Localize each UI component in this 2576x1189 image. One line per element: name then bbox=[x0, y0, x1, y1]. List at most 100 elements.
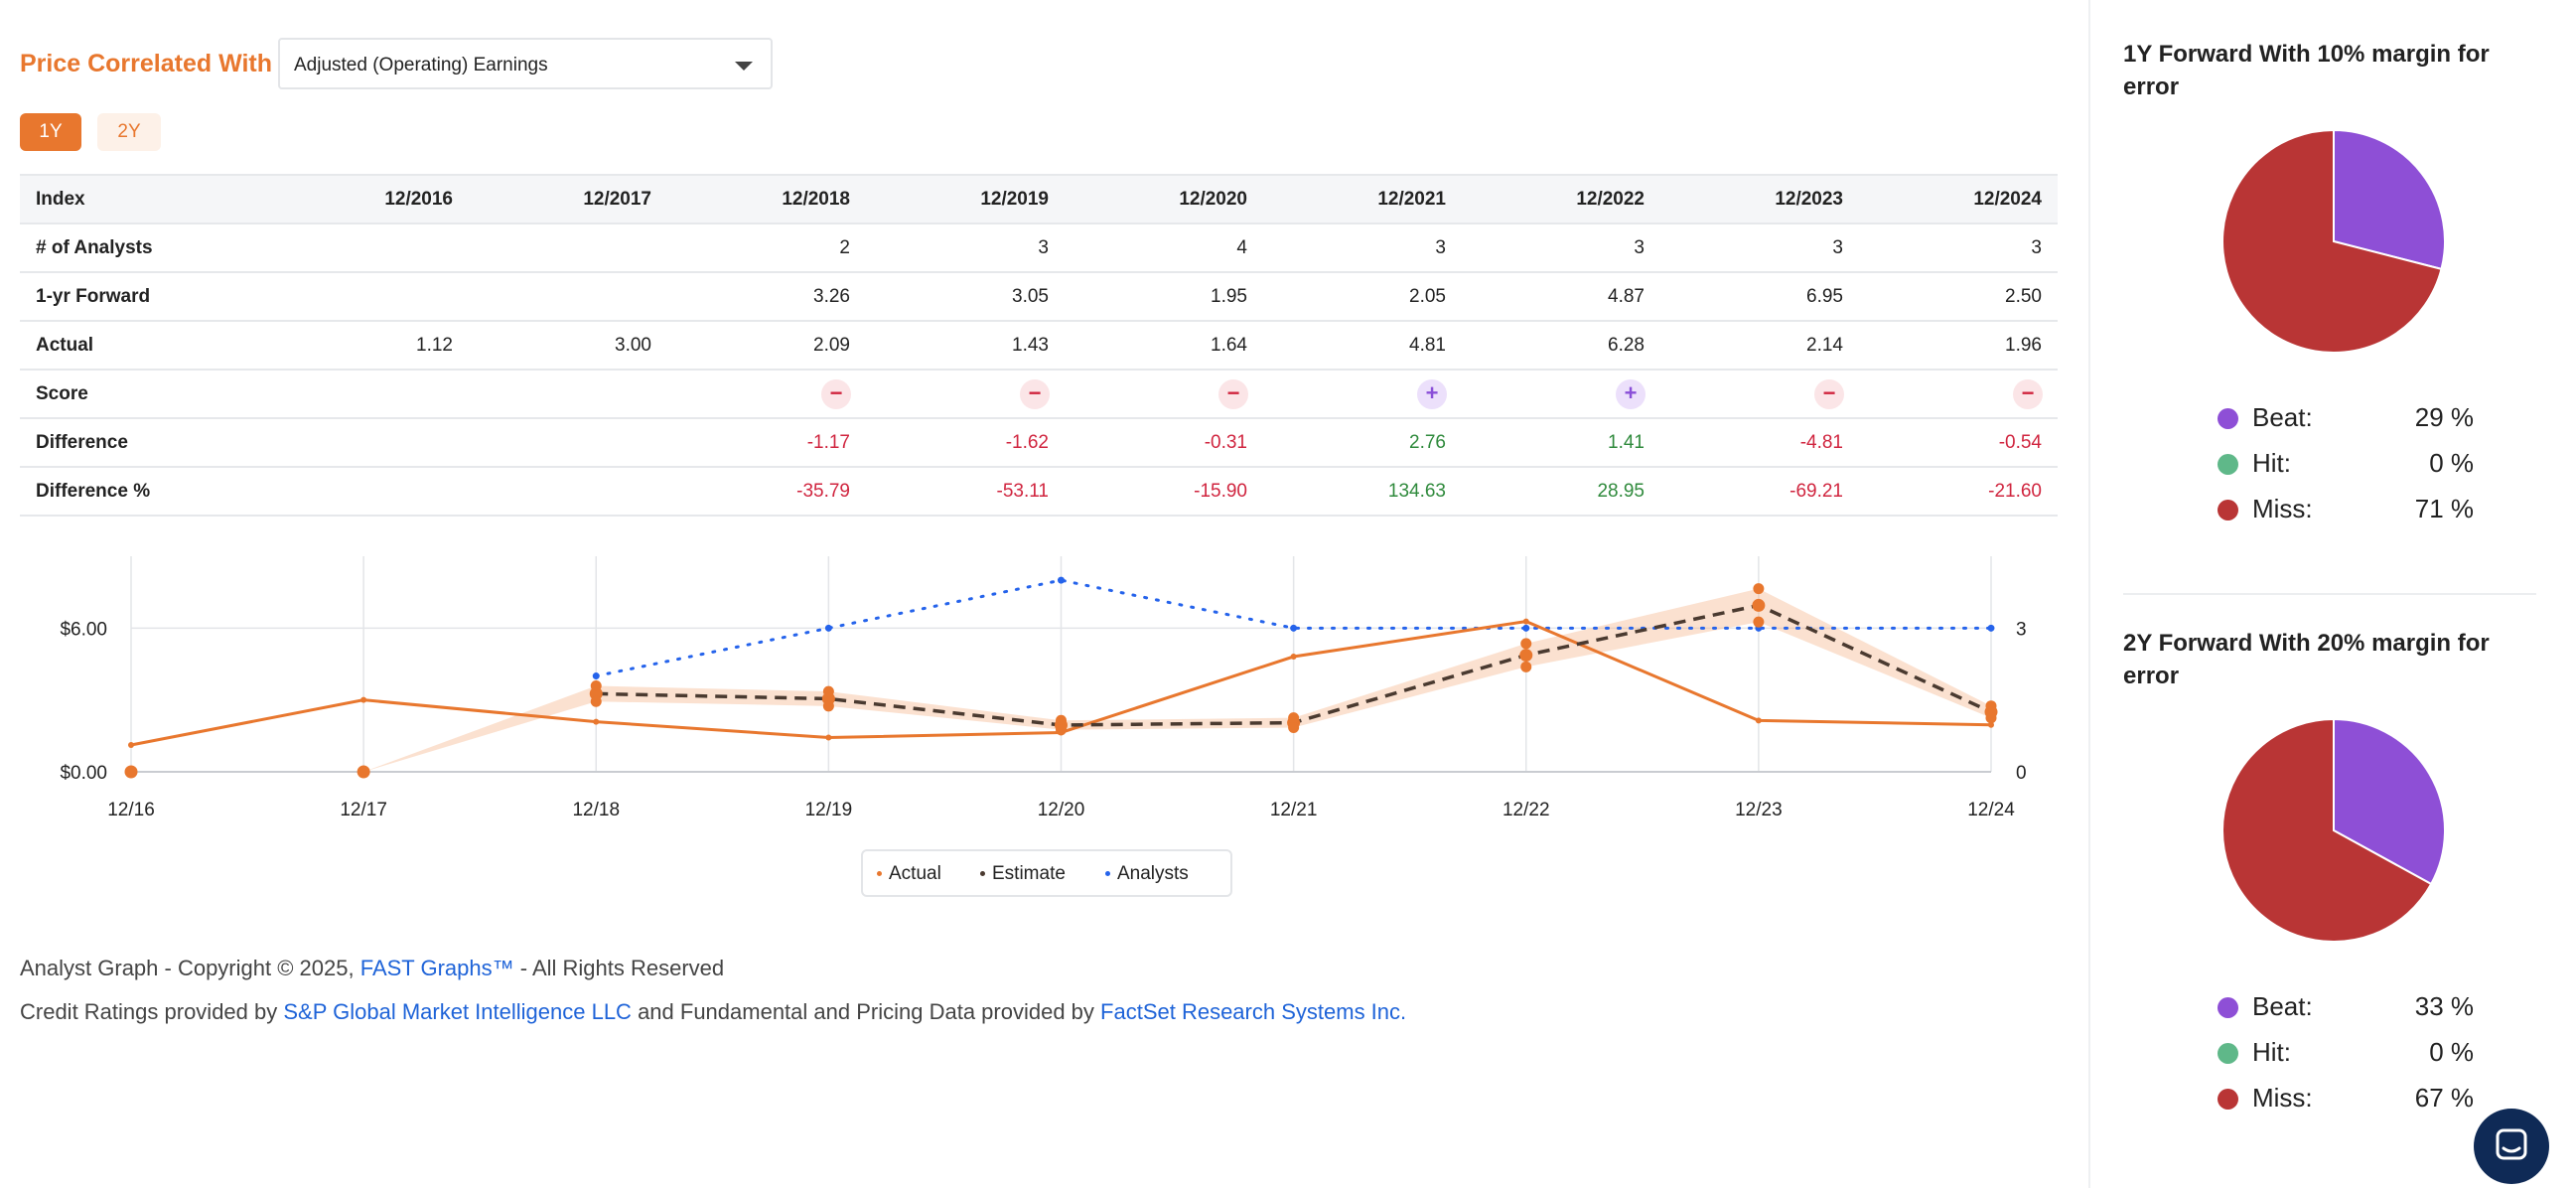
table-cell: − bbox=[667, 370, 866, 419]
legend-item-actual[interactable]: Actual bbox=[877, 863, 941, 885]
legend-label: Actual bbox=[889, 863, 941, 884]
estimate-upper-point bbox=[1056, 714, 1067, 726]
table-cell: -69.21 bbox=[1660, 467, 1859, 517]
score-beat-icon: + bbox=[1417, 378, 1447, 409]
table-cell: 2.05 bbox=[1263, 272, 1462, 322]
score-miss-icon: − bbox=[821, 378, 851, 409]
fastgraphs-link[interactable]: FAST Graphs™ bbox=[359, 956, 514, 980]
row-label: Actual bbox=[20, 321, 270, 371]
row-label: 1-yr Forward bbox=[20, 272, 270, 322]
row-label: Difference % bbox=[20, 467, 270, 517]
row-label: # of Analysts bbox=[20, 223, 270, 273]
y2-axis-tick-label: 0 bbox=[2016, 763, 2027, 784]
estimate-point bbox=[124, 765, 138, 779]
analysts-point bbox=[1522, 624, 1530, 632]
stat-label: Miss: bbox=[2252, 1083, 2313, 1113]
estimate-upper-point bbox=[1520, 638, 1532, 650]
estimate-upper-point bbox=[1753, 583, 1765, 595]
factset-link[interactable]: FactSet Research Systems Inc bbox=[1100, 999, 1401, 1024]
table-cell: 3.05 bbox=[866, 272, 1065, 322]
table-cell: − bbox=[1660, 370, 1859, 419]
score-miss-icon: − bbox=[2013, 378, 2043, 409]
actual-point bbox=[1988, 721, 1994, 728]
period-1y-button[interactable]: 1Y bbox=[20, 113, 81, 151]
x-axis-tick-label: 12/20 bbox=[1038, 800, 1085, 820]
table-cell bbox=[469, 467, 667, 517]
table-cell bbox=[469, 418, 667, 468]
stat-value: 0 % bbox=[2429, 448, 2474, 478]
table-cell: 6.28 bbox=[1462, 321, 1660, 371]
estimate-lower-point bbox=[1753, 616, 1765, 628]
header-cell: Index bbox=[20, 174, 270, 224]
table-cell: 3 bbox=[1660, 223, 1859, 273]
actual-point bbox=[825, 734, 832, 741]
legend-label: Estimate bbox=[992, 863, 1066, 884]
x-axis-tick-label: 12/16 bbox=[107, 800, 155, 820]
estimate-upper-point bbox=[590, 680, 602, 692]
card-title-2y: 2Y Forward With 20% margin for error bbox=[2123, 630, 2490, 689]
header-cell: 12/2023 bbox=[1660, 174, 1859, 224]
table-row: Difference -1.17 -1.62 -0.31 2.76 1.41 -… bbox=[20, 418, 2058, 468]
header-cell: 12/2020 bbox=[1065, 174, 1263, 224]
y-axis-tick-label: $6.00 bbox=[60, 619, 107, 640]
legend-dot-icon bbox=[877, 871, 882, 877]
estimate-lower-point bbox=[1985, 712, 1997, 724]
credits-line: Credit Ratings provided by S&P Global Ma… bbox=[20, 999, 1406, 1025]
miss-dot-icon bbox=[2218, 1089, 2238, 1110]
table-cell: 2.76 bbox=[1263, 418, 1462, 468]
legend-item-estimate[interactable]: Estimate bbox=[980, 863, 1066, 885]
stat-value: 67 % bbox=[2414, 1083, 2474, 1113]
stat-label: Hit: bbox=[2252, 448, 2291, 478]
estimate-upper-point bbox=[1985, 700, 1997, 712]
table-cell: -0.31 bbox=[1065, 418, 1263, 468]
table-cell: 3.26 bbox=[667, 272, 866, 322]
table-cell: 2.09 bbox=[667, 321, 866, 371]
pie-slice-miss bbox=[2221, 717, 2433, 943]
actual-point bbox=[1755, 717, 1762, 724]
table-cell: 2.14 bbox=[1660, 321, 1859, 371]
table-cell: 3 bbox=[1462, 223, 1660, 273]
table-cell: 1.43 bbox=[866, 321, 1065, 371]
header-cell: 12/2017 bbox=[469, 174, 667, 224]
table-cell: + bbox=[1462, 370, 1660, 419]
estimate-point bbox=[1752, 598, 1766, 612]
chat-launcher-button[interactable] bbox=[2474, 1109, 2549, 1184]
metric-select[interactable]: Adjusted (Operating) Earnings bbox=[278, 38, 773, 89]
table-cell bbox=[270, 418, 469, 468]
pie-chart-2y bbox=[2221, 717, 2446, 943]
x-axis-tick-label: 12/24 bbox=[1967, 800, 2015, 820]
header-cell: 12/2024 bbox=[1859, 174, 2058, 224]
actual-point bbox=[128, 741, 134, 748]
card-title-1y: 1Y Forward With 10% margin for error bbox=[2123, 41, 2490, 100]
analysts-point bbox=[592, 672, 600, 680]
x-axis-tick-label: 12/19 bbox=[805, 800, 853, 820]
beat-dot-icon bbox=[2218, 997, 2238, 1018]
table-cell: − bbox=[1859, 370, 2058, 419]
x-axis-tick-label: 12/23 bbox=[1735, 800, 1783, 820]
table-cell: -21.60 bbox=[1859, 467, 2058, 517]
estimate-upper-point bbox=[1288, 712, 1300, 724]
stat-label: Hit: bbox=[2252, 1037, 2291, 1067]
y-axis-tick-label: $0.00 bbox=[60, 763, 107, 784]
table-cell: + bbox=[1263, 370, 1462, 419]
stat-label: Miss: bbox=[2252, 494, 2313, 523]
y2-axis-tick-label: 3 bbox=[2016, 619, 2027, 640]
x-axis-tick-label: 12/17 bbox=[340, 800, 387, 820]
x-axis-tick-label: 12/22 bbox=[1503, 800, 1550, 820]
beat-dot-icon bbox=[2218, 408, 2238, 429]
estimate-lower-point bbox=[1520, 661, 1532, 672]
estimate-lower-point bbox=[822, 700, 834, 712]
estimate-point bbox=[357, 765, 370, 779]
period-2y-button[interactable]: 2Y bbox=[97, 113, 161, 151]
stat-label: Beat: bbox=[2252, 402, 2313, 432]
analysts-point bbox=[1290, 624, 1298, 632]
analysts-point bbox=[1987, 624, 1995, 632]
score-miss-icon: − bbox=[1218, 378, 1248, 409]
table-header-row: Index 12/2016 12/2017 12/2018 12/2019 12… bbox=[20, 174, 2058, 224]
legend-item-analysts[interactable]: Analysts bbox=[1105, 863, 1189, 885]
sp-global-link[interactable]: S&P Global Market Intelligence LLC bbox=[283, 999, 632, 1024]
analysts-point bbox=[824, 624, 832, 632]
stat-value: 33 % bbox=[2414, 991, 2474, 1021]
stat-value: 71 % bbox=[2414, 494, 2474, 523]
table-cell: 3.00 bbox=[469, 321, 667, 371]
